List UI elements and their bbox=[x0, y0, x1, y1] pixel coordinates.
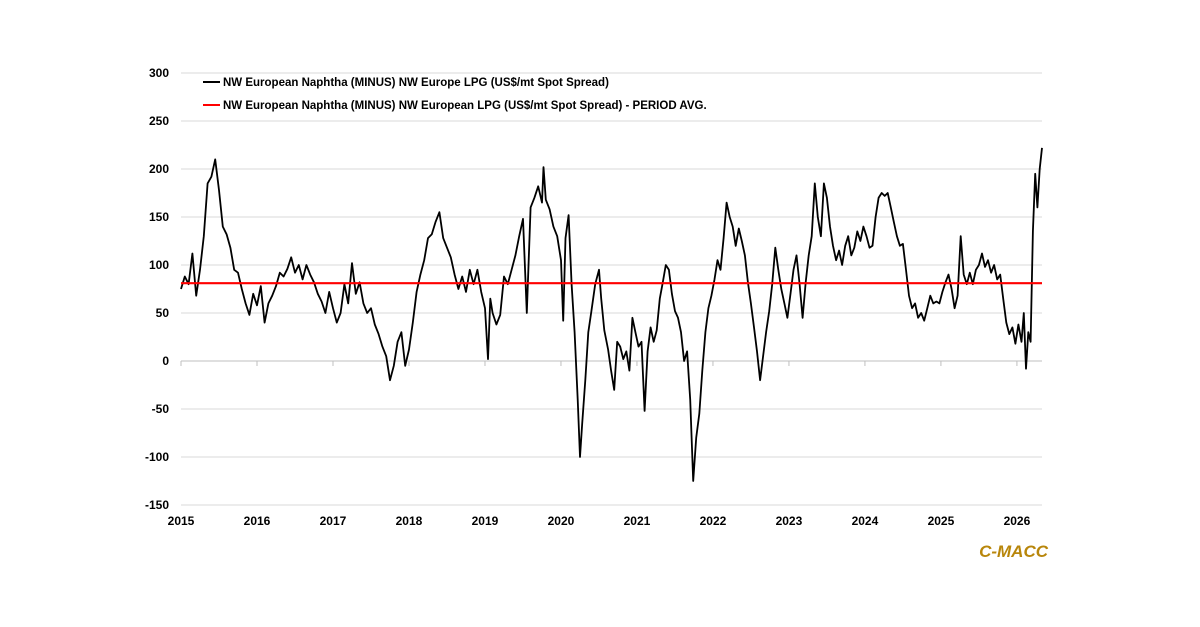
brand-logo-text: C-MACC bbox=[979, 542, 1049, 561]
x-tick-label: 2024 bbox=[852, 514, 879, 528]
x-tick-label: 2020 bbox=[548, 514, 575, 528]
legend: NW European Naphtha (MINUS) NW Europe LP… bbox=[203, 77, 707, 112]
x-tick-label: 2026 bbox=[1004, 514, 1031, 528]
x-tick-label: 2019 bbox=[472, 514, 499, 528]
y-tick-label: 300 bbox=[149, 66, 169, 80]
x-tick-label: 2017 bbox=[320, 514, 347, 528]
y-tick-label: 100 bbox=[149, 258, 169, 272]
x-axis-ticks: 2015 2016 2017 2018 2019 2020 2021 2022 2023 2024… bbox=[168, 361, 1031, 528]
y-tick-label: 50 bbox=[156, 306, 170, 320]
y-axis-ticks: 300 250 200 150 100 50 0 -50 -100 -150 bbox=[145, 66, 169, 512]
y-tick-label: -50 bbox=[152, 402, 170, 416]
y-tick-label: 200 bbox=[149, 162, 169, 176]
x-tick-label: 2018 bbox=[396, 514, 423, 528]
gridlines bbox=[181, 72, 1042, 506]
y-tick-label: 250 bbox=[149, 114, 169, 128]
series-group bbox=[180, 147, 1043, 482]
x-tick-label: 2022 bbox=[700, 514, 727, 528]
x-tick-label: 2025 bbox=[928, 514, 955, 528]
y-tick-label: 0 bbox=[162, 354, 169, 368]
x-tick-label: 2016 bbox=[244, 514, 271, 528]
y-tick-label: 150 bbox=[149, 210, 169, 224]
y-tick-label: -150 bbox=[145, 498, 169, 512]
x-tick-label: 2023 bbox=[776, 514, 803, 528]
legend-label-average: NW European Naphtha (MINUS) NW European … bbox=[223, 100, 707, 112]
legend-label-price: NW European Naphtha (MINUS) NW Europe LP… bbox=[223, 77, 609, 89]
x-tick-label: 2021 bbox=[624, 514, 651, 528]
series-line-spread bbox=[180, 147, 1043, 482]
y-tick-label: -100 bbox=[145, 450, 169, 464]
x-tick-label: 2015 bbox=[168, 514, 195, 528]
